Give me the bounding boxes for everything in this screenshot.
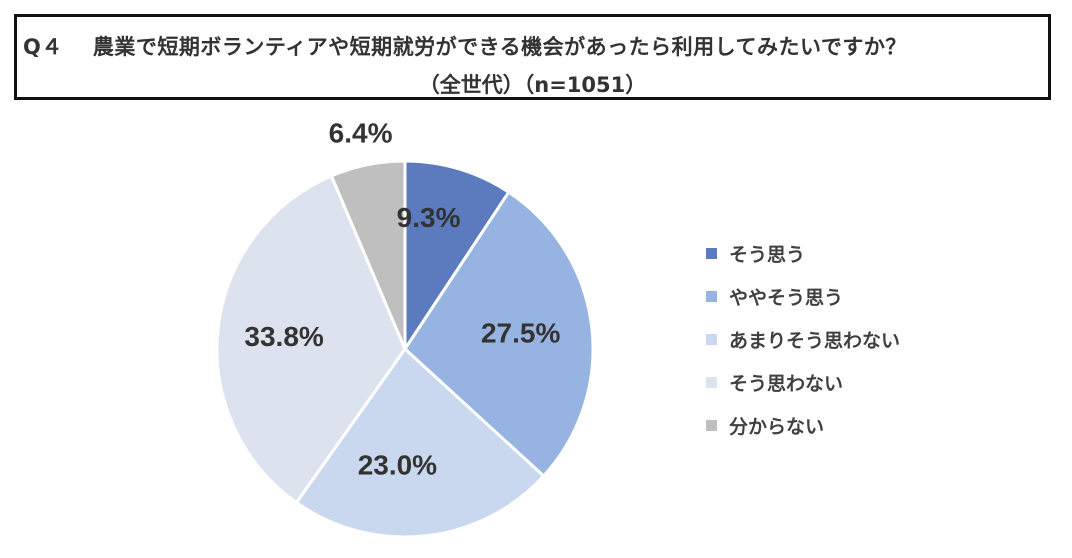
chart-title-box: Q４ 農業で短期ボランティアや短期就労ができる機会があったら利用してみたいですか？… <box>14 14 1051 100</box>
slice-data-label: 33.8% <box>244 321 323 352</box>
legend-label: あまりそう思わない <box>729 329 901 352</box>
legend-item: ややそう思う <box>706 285 900 309</box>
legend-item: そう思う <box>706 242 900 266</box>
pie-slice <box>403 190 595 478</box>
slice-data-label: 27.5% <box>481 317 560 348</box>
legend-item: 分からない <box>706 414 900 438</box>
pie-slice <box>215 174 407 504</box>
slice-data-label: 6.4% <box>329 117 393 148</box>
chart-legend: そう思うややそう思うあまりそう思わない そう思わない 分からない <box>706 242 900 457</box>
legend-item: そう思わない <box>706 371 900 395</box>
slice-data-label: 23.0% <box>358 449 437 480</box>
legend-swatch <box>706 419 717 431</box>
pie-slice <box>329 159 407 351</box>
chart-subtitle: （全世代）（n=1051） <box>418 73 647 97</box>
question-number: Q４ <box>23 35 63 59</box>
legend-swatch <box>706 247 717 259</box>
legend-swatch <box>706 290 717 302</box>
pie-slice <box>294 347 546 539</box>
legend-label: そう思う <box>729 243 806 266</box>
legend-label: ややそう思う <box>729 286 844 309</box>
chart-title: Q４ 農業で短期ボランティアや短期就労ができる機会があったら利用してみたいですか？ <box>23 31 907 61</box>
question-text: 農業で短期ボランティアや短期就労ができる機会があったら利用してみたいですか？ <box>92 35 907 59</box>
legend-swatch <box>706 333 717 345</box>
legend-item: あまりそう思わない <box>706 328 901 352</box>
legend-label: 分からない <box>729 415 825 438</box>
legend-label: そう思わない <box>729 372 844 395</box>
slice-data-label: 9.3% <box>397 202 461 233</box>
legend-swatch <box>706 376 717 388</box>
pie-slice <box>403 159 511 351</box>
